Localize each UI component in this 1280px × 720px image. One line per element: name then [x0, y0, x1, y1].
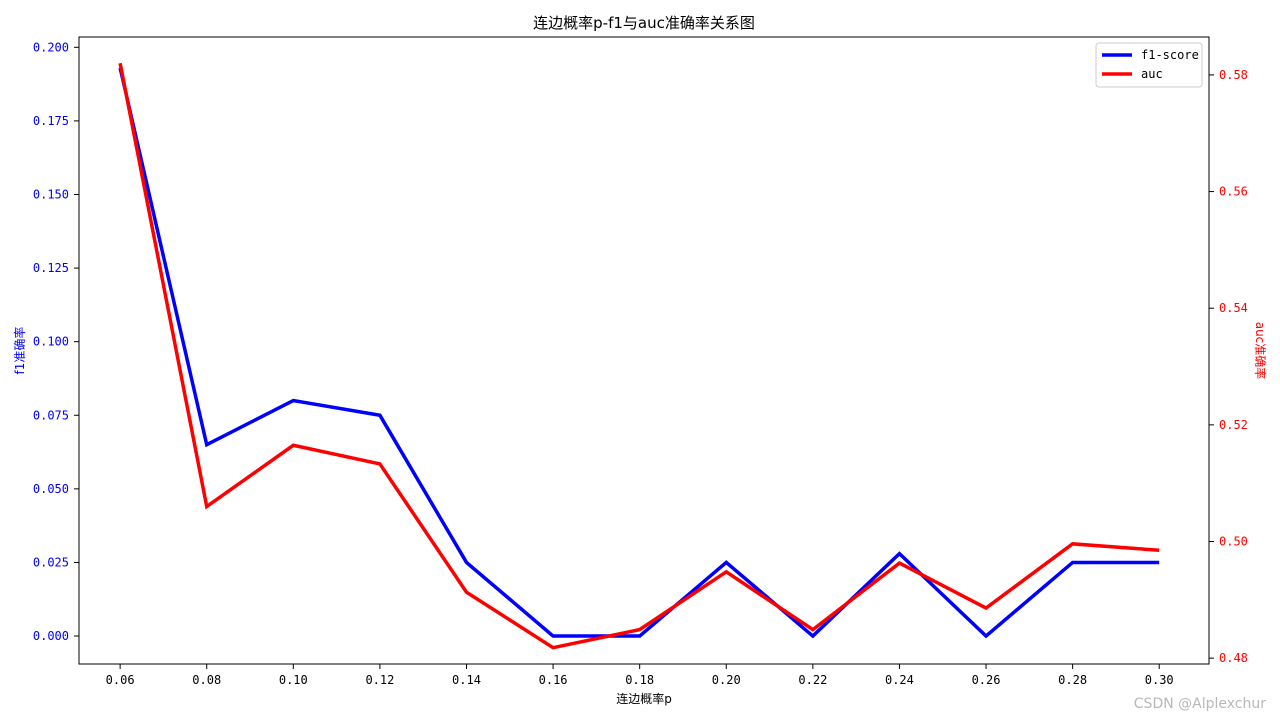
x-tick-label: 0.12: [365, 673, 394, 687]
legend-label-f1-score: f1-score: [1141, 48, 1199, 62]
x-tick-label: 0.24: [885, 673, 914, 687]
y-left-tick-label: 0.075: [33, 408, 69, 422]
y-right-tick-label: 0.52: [1219, 418, 1248, 432]
legend-label-auc: auc: [1141, 67, 1163, 81]
y-right-tick-label: 0.48: [1219, 651, 1248, 665]
y-left-tick-label: 0.200: [33, 40, 69, 54]
plot-area: [118, 62, 1160, 650]
y-left-tick-label: 0.175: [33, 114, 69, 128]
series-line-auc: [118, 62, 1160, 650]
y-right-axis-label: auc准确率: [1253, 322, 1268, 380]
x-tick-label: 0.14: [452, 673, 481, 687]
watermark: CSDN @Alplexchur: [1133, 696, 1266, 712]
x-tick-label: 0.16: [539, 673, 568, 687]
axes-frame: [78, 36, 1210, 665]
y-left-tick-label: 0.100: [33, 335, 69, 349]
x-axis-label: 连边概率p: [616, 691, 672, 706]
x-tick-label: 0.26: [972, 673, 1001, 687]
y-left-axis-label: f1准确率: [12, 327, 27, 375]
y-left-tick-label: 0.125: [33, 261, 69, 275]
y-left-tick-label: 0.025: [33, 555, 69, 569]
series-line-f1-score: [118, 67, 1160, 639]
y-right-tick-label: 0.56: [1219, 185, 1248, 199]
chart-title: 连边概率p-f1与auc准确率关系图: [533, 14, 755, 32]
x-tick-label: 0.20: [712, 673, 741, 687]
x-tick-label: 0.18: [625, 673, 654, 687]
x-tick-label: 0.10: [279, 673, 308, 687]
y-right-tick-label: 0.54: [1219, 301, 1248, 315]
x-tick-label: 0.08: [192, 673, 221, 687]
x-tick-label: 0.06: [106, 673, 135, 687]
y-left-tick-label: 0.000: [33, 629, 69, 643]
axes: 0.06 0.08 0.10 0.12 0.14 0.16 0.18 0.20 0.22 0.24…: [12, 36, 1268, 706]
legend: f1-score auc: [1095, 42, 1203, 88]
y-right-tick-label: 0.58: [1219, 68, 1248, 82]
x-tick-label: 0.22: [798, 673, 827, 687]
y-left-tick-label: 0.050: [33, 482, 69, 496]
x-tick-label: 0.28: [1058, 673, 1087, 687]
x-tick-label: 0.30: [1145, 673, 1174, 687]
y-left-tick-label: 0.150: [33, 187, 69, 201]
y-right-tick-label: 0.50: [1219, 535, 1248, 549]
